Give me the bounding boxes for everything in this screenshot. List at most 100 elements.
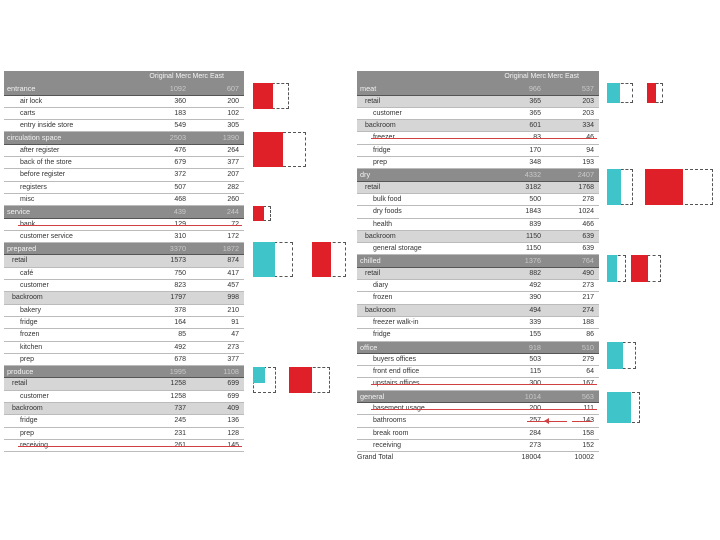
merc-east-value: 210 [227,306,239,314]
original-merc-value: 115 [529,368,541,376]
original-merc-value: 439 [173,207,186,217]
table-row-caf: café 750 417 [4,268,244,281]
merc-east-value: 457 [227,282,239,290]
table-row-frozen: frozen 390 217 [357,292,599,305]
original-merc-value: 164 [174,318,186,326]
original-merc-value: 170 [529,146,541,154]
original-merc-value: 1843 [525,208,541,216]
original-merc-value: 549 [174,122,186,130]
original-merc-value: 1258 [170,392,186,400]
original-merc-value: 882 [529,269,541,277]
merc-east-value: 490 [582,269,594,277]
produce-retail-fill [253,367,265,383]
row-label: fridge [20,417,38,425]
row-label: registers [20,183,47,191]
original-merc-value: 966 [528,84,541,94]
section-row-service: service 439 244 [4,206,244,219]
grand-total-original-merc: 18004 [521,454,541,462]
merc-east-value: 334 [582,122,594,130]
table-row-bakery: bakery 378 210 [4,305,244,317]
subsection-row-backroom: backroom 737 409 [4,403,244,416]
row-label: prep [373,159,388,167]
merc-east-value: 158 [582,429,594,437]
merc-east-value: 217 [582,294,594,302]
merc-east-value: 94 [586,146,594,154]
merc-east-value: 639 [582,232,594,240]
table-row-receiving: receiving 261 145 [4,440,244,453]
merc-east-value: 143 [582,415,594,427]
merc-east-value: 260 [227,195,239,203]
table-row-freezer-walk-in: freezer walk-in 339 188 [357,317,599,330]
table-row-after-register: after register 476 264 [4,145,244,158]
row-label: misc [20,195,35,203]
table-row-bank: bank 129 72 [4,219,244,231]
merc-east-value: 699 [227,392,239,400]
merc-east-value: 377 [227,355,239,363]
original-merc-value: 284 [529,429,541,437]
merc-east-value: 409 [227,405,239,413]
table-row-registers: registers 507 282 [4,182,244,194]
table-row-health: health 839 466 [357,219,599,231]
merc-east-value: 466 [582,220,594,228]
col-header-original-merc: Original Merc [504,73,546,80]
table-row-general-storage: general storage 1150 639 [357,243,599,256]
table-row-customer-service: customer service 310 172 [4,231,244,244]
table-row-air-lock: air lock 360 200 [4,96,244,108]
merc-east-value: 128 [227,429,239,437]
merc-east-value: 111 [583,403,594,415]
merc-east-value: 273 [582,282,594,290]
row-label: freezer walk-in [373,318,419,326]
original-merc-value: 1150 [525,232,541,240]
strikethrough-line [371,409,597,410]
table-header: Original Merc Merc East [4,71,244,84]
table-row-prep: prep 231 128 [4,428,244,440]
original-merc-value: 1376 [524,256,541,266]
original-merc-value: 3370 [169,244,186,254]
original-merc-value: 601 [529,122,541,130]
row-label: break room [373,429,409,437]
merc-east-value: 46 [586,132,594,144]
row-label: basement usage [373,403,425,415]
row-label: retail [365,183,381,191]
merc-east-value: 172 [227,232,239,240]
original-merc-value: 1797 [170,294,186,302]
merc-east-value: 278 [582,195,594,203]
row-label: prep [20,355,35,363]
original-merc-value: 83 [533,132,541,144]
original-merc-value: 468 [174,195,186,203]
table-row-buyers-offices: buyers offices 503 279 [357,354,599,367]
table-row-freezer: freezer 83 46 [357,132,599,145]
row-label: circulation space [7,133,62,143]
merc-east-value: 1024 [578,208,594,216]
general-area-fill [607,392,631,423]
merc-east-value: 377 [227,159,239,167]
row-label: prepared [7,244,37,254]
strikethrough-line [371,138,597,140]
row-label: fridge [20,318,38,326]
original-merc-value: 390 [529,294,541,302]
row-label: prep [20,429,35,437]
section-row-entrance: entrance 1092 607 [4,83,244,96]
original-merc-value: 492 [174,343,186,351]
row-label: dry [360,170,371,180]
table-header: Original Merc Merc East [357,71,599,84]
merc-east-value: 136 [227,417,239,425]
row-label: before register [20,171,66,179]
row-label: meat [360,84,377,94]
original-merc-value: 507 [174,183,186,191]
row-label: service [7,207,31,217]
original-merc-value: 183 [174,109,186,117]
table-row-front-end-office: front end office 115 64 [357,366,599,379]
merc-east-value: 264 [227,146,239,154]
row-label: after register [20,146,60,154]
row-label: fridge [373,331,391,339]
row-label: backroom [12,294,43,302]
table-row-back-of-the-store: back of the store 679 377 [4,157,244,170]
dry-backroom-fill [645,169,683,205]
row-label: retail [12,257,28,265]
table-row-entry-inside-store: entry inside store 549 305 [4,120,244,133]
original-merc-value: 492 [529,282,541,290]
grand-total-label: Grand Total [357,454,394,462]
row-label: backroom [365,306,396,314]
merc-east-value: 1872 [222,244,239,254]
